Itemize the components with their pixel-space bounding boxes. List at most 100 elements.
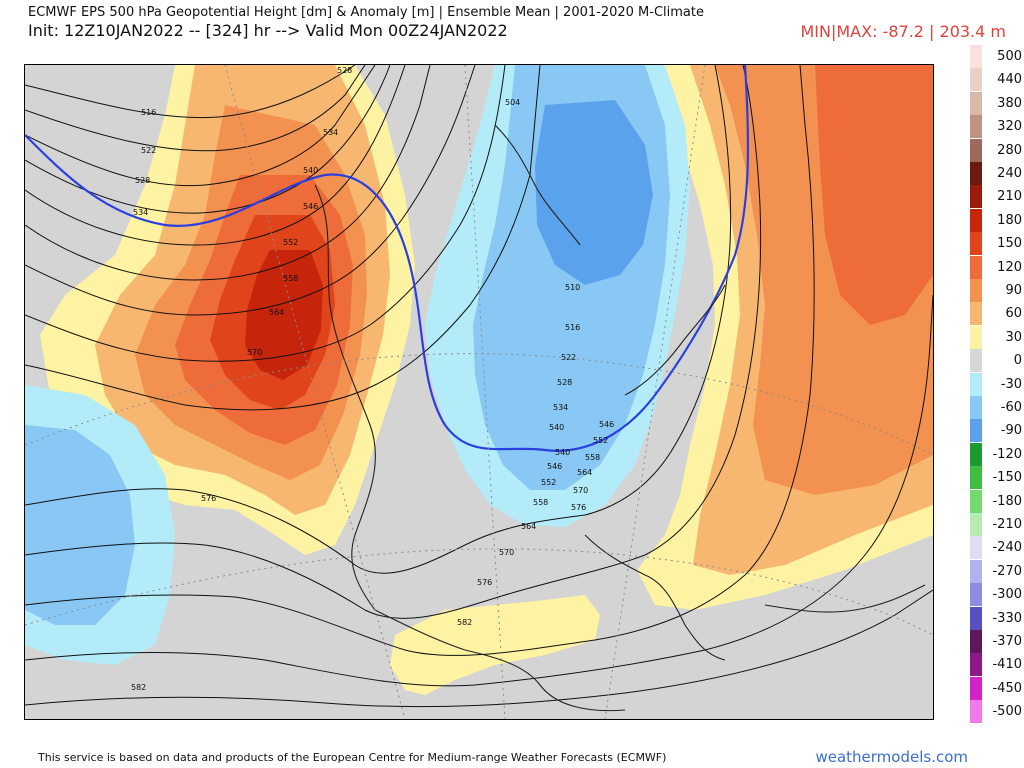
legend-swatch bbox=[970, 279, 982, 302]
legend-label: 180 bbox=[997, 212, 1022, 228]
legend-label: -410 bbox=[992, 657, 1022, 673]
legend-entry: -180 bbox=[964, 489, 1024, 513]
legend-swatch bbox=[970, 700, 982, 724]
legend-label: 320 bbox=[997, 119, 1022, 135]
legend-label: 30 bbox=[1005, 329, 1022, 345]
legend-entry: -90 bbox=[964, 419, 1024, 443]
legend-entry: 320 bbox=[964, 115, 1024, 139]
legend-swatch bbox=[970, 606, 982, 630]
contour-label: 582 bbox=[131, 683, 146, 692]
legend-entry: -330 bbox=[964, 606, 1024, 630]
contour-label: 528 bbox=[557, 378, 572, 387]
legend-entry: -410 bbox=[964, 653, 1024, 677]
legend-label: 210 bbox=[997, 189, 1022, 205]
contour-label: 546 bbox=[547, 462, 562, 471]
contour-label: 534 bbox=[323, 128, 338, 137]
atlantic-anomaly-120 bbox=[815, 65, 933, 325]
legend-label: -60 bbox=[1000, 400, 1022, 415]
contour-label: 552 bbox=[593, 436, 608, 445]
height-contours bbox=[25, 65, 933, 708]
contour-label: 564 bbox=[577, 468, 592, 477]
contour-540-highlight bbox=[25, 65, 750, 452]
weathermodels-link[interactable]: weathermodels.com bbox=[815, 748, 968, 766]
contour-label: 546 bbox=[303, 202, 318, 211]
contour-label: 558 bbox=[283, 274, 298, 283]
legend-entry: 90 bbox=[964, 279, 1024, 302]
legend-swatch bbox=[970, 162, 982, 185]
anomaly-map: 528 534 540 546 552 558 564 570 576 582 … bbox=[24, 64, 934, 720]
legend-entry: -150 bbox=[964, 466, 1024, 490]
contour-label: 516 bbox=[565, 323, 580, 332]
legend-label: -30 bbox=[1000, 376, 1022, 392]
legend-entry: -300 bbox=[964, 583, 1024, 607]
legend-label: -150 bbox=[992, 470, 1022, 486]
legend-entry: 150 bbox=[964, 232, 1024, 256]
chart-title: ECMWF EPS 500 hPa Geopotential Height [d… bbox=[28, 5, 704, 20]
legend-entry: -450 bbox=[964, 676, 1024, 700]
legend-swatch bbox=[970, 302, 982, 326]
pacific-neg-anomaly-60 bbox=[25, 425, 135, 625]
legend-label: 120 bbox=[997, 259, 1022, 275]
legend-swatch bbox=[970, 466, 982, 490]
pacific-anomaly-180 bbox=[245, 250, 323, 380]
legend-entry: 500 bbox=[964, 45, 1024, 68]
contour-label: 504 bbox=[505, 98, 520, 107]
legend-label: 0 bbox=[1013, 353, 1022, 369]
contour-label: 522 bbox=[561, 353, 576, 362]
legend-label: -120 bbox=[992, 446, 1022, 462]
min-max-readout: MIN|MAX: -87.2 | 203.4 m bbox=[800, 22, 1006, 41]
gulf-anomaly-30 bbox=[390, 595, 600, 695]
graticule bbox=[25, 65, 933, 719]
legend-label: 60 bbox=[1005, 306, 1022, 322]
contour-label: 576 bbox=[571, 503, 586, 512]
legend-swatch bbox=[970, 442, 982, 466]
contour-label: 570 bbox=[499, 548, 514, 557]
contour-label: 528 bbox=[135, 176, 150, 185]
legend-swatch bbox=[970, 349, 982, 373]
legend-swatch bbox=[970, 513, 982, 536]
legend-entry: 0 bbox=[964, 349, 1024, 373]
trough-anomaly-90 bbox=[535, 100, 653, 285]
legend-label: -210 bbox=[992, 517, 1022, 532]
legend-entry: 180 bbox=[964, 208, 1024, 232]
legend-swatch bbox=[970, 115, 982, 139]
coastlines bbox=[314, 124, 926, 712]
contour-label: 576 bbox=[201, 494, 216, 503]
legend-swatch bbox=[970, 372, 982, 396]
legend-entry: -60 bbox=[964, 396, 1024, 419]
legend-label: 380 bbox=[997, 95, 1022, 111]
contour-label: 558 bbox=[585, 453, 600, 462]
legend-label: -270 bbox=[992, 563, 1022, 579]
legend-label: 150 bbox=[997, 236, 1022, 252]
legend-label: 240 bbox=[997, 166, 1022, 181]
contour-label: 570 bbox=[573, 486, 588, 495]
legend-label: -300 bbox=[992, 587, 1022, 603]
legend-entry: 30 bbox=[964, 325, 1024, 349]
legend-entry: 440 bbox=[964, 68, 1024, 92]
legend-entry: -370 bbox=[964, 630, 1024, 653]
legend-swatch bbox=[970, 45, 982, 68]
legend-entry: 240 bbox=[964, 162, 1024, 185]
anomaly-legend: 500 440 380 320 280 240 210 180 150 120 90 60 30 0 -30… bbox=[964, 45, 1024, 725]
contour-label: 564 bbox=[521, 522, 536, 531]
legend-entry: 120 bbox=[964, 255, 1024, 279]
legend-entry: -30 bbox=[964, 372, 1024, 396]
legend-swatch bbox=[970, 676, 982, 700]
contour-label: 534 bbox=[133, 208, 148, 217]
contour-label: 522 bbox=[141, 146, 156, 155]
legend-swatch bbox=[970, 208, 982, 232]
legend-label: -450 bbox=[992, 680, 1022, 696]
legend-swatch bbox=[970, 138, 982, 162]
ecmwf-attribution: This service is based on data and produc… bbox=[38, 751, 667, 764]
legend-label: 280 bbox=[997, 142, 1022, 158]
legend-swatch bbox=[970, 419, 982, 443]
legend-swatch bbox=[970, 583, 982, 607]
contour-label: 582 bbox=[457, 618, 472, 627]
legend-swatch bbox=[970, 630, 982, 653]
legend-label: 500 bbox=[997, 49, 1022, 64]
contour-label: 516 bbox=[141, 108, 156, 117]
legend-label: -180 bbox=[992, 493, 1022, 509]
legend-label: -90 bbox=[1000, 423, 1022, 439]
legend-entry: 60 bbox=[964, 302, 1024, 326]
contour-label: 540 bbox=[555, 448, 570, 457]
